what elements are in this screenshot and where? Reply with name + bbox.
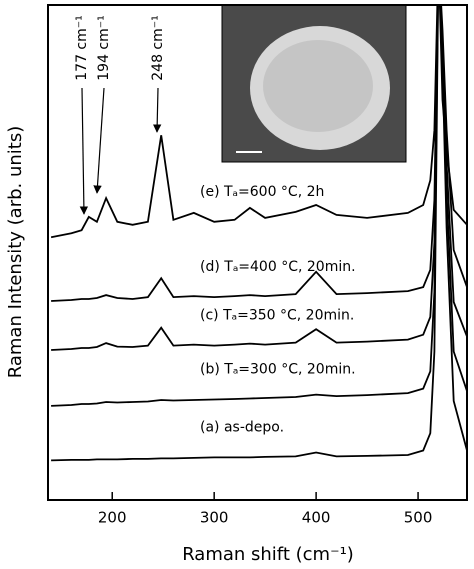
spectrum-line (51, 5, 467, 462)
annotation-arrow (152, 87, 162, 133)
series-label: (d) Tₐ=400 °C, 20min. (200, 259, 356, 275)
x-tick-label: 400 (302, 509, 331, 527)
x-axis-label: Raman shift (cm⁻¹) (182, 544, 354, 565)
plot-frame (47, 4, 468, 501)
annotation-arrow (93, 87, 105, 194)
series-label: (c) Tₐ=350 °C, 20min. (200, 308, 354, 324)
x-tick-label: 300 (200, 509, 229, 527)
peak-annotation: 194 cm⁻¹ (96, 15, 112, 81)
peak-annotation: 248 cm⁻¹ (150, 15, 166, 81)
y-axis-label: Raman Intensity (arb. units) (5, 126, 26, 379)
plot-lines (50, 5, 467, 462)
series-label: (a) as-depo. (200, 419, 284, 435)
series-label: (b) Tₐ=300 °C, 20min. (200, 362, 356, 378)
x-tick-label: 500 (404, 509, 433, 527)
peak-annotation: 177 cm⁻¹ (74, 15, 90, 81)
annotation-arrow (79, 87, 89, 215)
series-label: (e) Tₐ=600 °C, 2h (200, 184, 324, 200)
x-tick-label: 200 (98, 509, 127, 527)
inset-image (221, 4, 407, 163)
